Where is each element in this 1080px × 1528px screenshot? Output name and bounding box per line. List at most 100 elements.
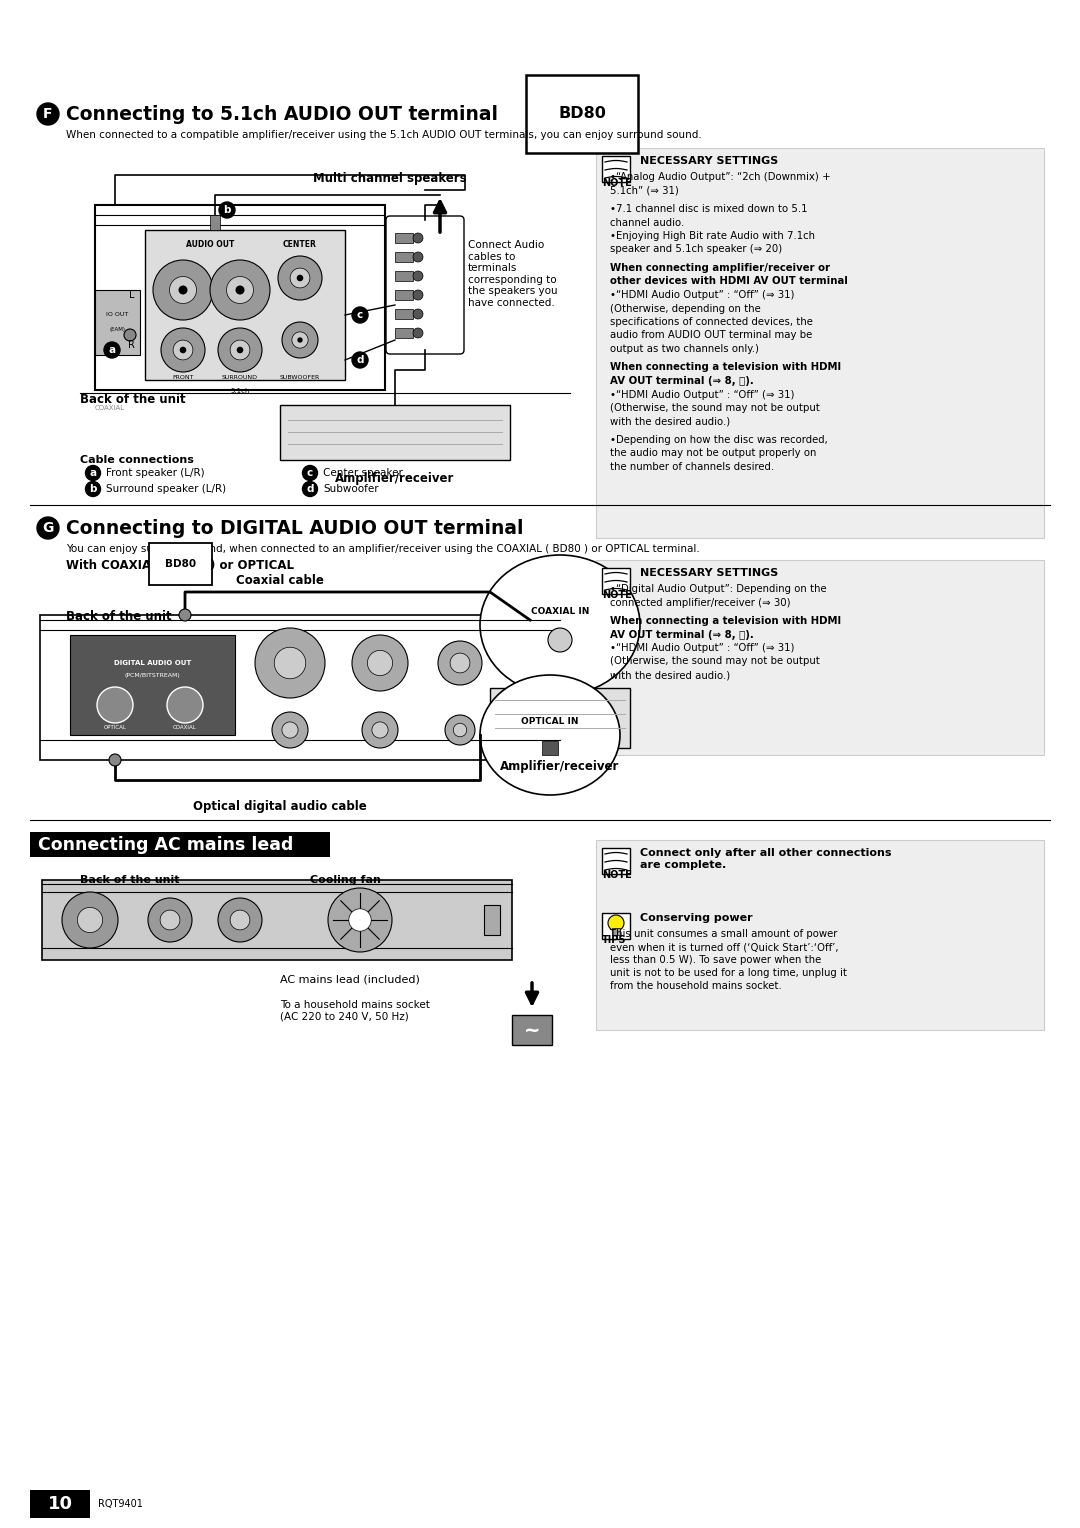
Text: G: G (42, 521, 54, 535)
Text: Amplifier/receiver: Amplifier/receiver (335, 472, 455, 484)
Circle shape (282, 322, 318, 358)
Circle shape (255, 628, 325, 698)
Text: AV OUT terminal (⇒ 8, Ⓐ).: AV OUT terminal (⇒ 8, Ⓐ). (610, 630, 754, 640)
Circle shape (230, 911, 249, 931)
Text: unit is not to be used for a long time, unplug it: unit is not to be used for a long time, … (610, 969, 847, 978)
Text: Conserving power: Conserving power (640, 914, 753, 923)
Text: ~: ~ (524, 1021, 540, 1039)
Text: AC mains lead (included): AC mains lead (included) (280, 975, 420, 986)
Text: COAXIAL: COAXIAL (173, 724, 197, 730)
Circle shape (413, 270, 423, 281)
Circle shape (167, 688, 203, 723)
Bar (395, 329, 413, 338)
Circle shape (148, 898, 192, 941)
Text: When connecting a television with HDMI: When connecting a television with HDMI (610, 362, 841, 373)
Bar (40, 614, 561, 759)
Text: NOTE: NOTE (602, 177, 632, 188)
Bar (395, 232, 413, 243)
Circle shape (227, 277, 254, 304)
Circle shape (352, 307, 368, 322)
Bar (395, 270, 413, 281)
Circle shape (37, 102, 59, 125)
Bar (210, 215, 220, 231)
Text: •“HDMI Audio Output” : “Off” (⇒ 31): •“HDMI Audio Output” : “Off” (⇒ 31) (610, 643, 795, 652)
Circle shape (218, 329, 262, 371)
Text: Connecting to DIGITAL AUDIO OUT terminal: Connecting to DIGITAL AUDIO OUT terminal (66, 518, 524, 538)
Bar (30, 833, 330, 857)
Text: with the desired audio.): with the desired audio.) (610, 417, 730, 426)
Circle shape (352, 351, 368, 368)
Circle shape (62, 892, 118, 947)
Text: COAXIAL IN: COAXIAL IN (530, 607, 590, 616)
Text: •7.1 channel disc is mixed down to 5.1: •7.1 channel disc is mixed down to 5.1 (610, 205, 808, 214)
Text: Connecting to 5.1ch AUDIO OUT terminal: Connecting to 5.1ch AUDIO OUT terminal (66, 104, 498, 124)
Bar (70, 636, 235, 735)
Text: This unit consumes a small amount of power: This unit consumes a small amount of pow… (610, 929, 837, 940)
Circle shape (179, 347, 187, 353)
Circle shape (161, 329, 205, 371)
Text: the audio may not be output properly on: the audio may not be output properly on (610, 449, 816, 458)
Circle shape (445, 715, 475, 746)
Circle shape (219, 202, 235, 219)
Bar (145, 231, 345, 380)
Circle shape (282, 721, 298, 738)
Text: Surround speaker (L/R): Surround speaker (L/R) (106, 484, 226, 494)
Circle shape (352, 636, 408, 691)
Text: NECESSARY SETTINGS: NECESSARY SETTINGS (640, 568, 779, 578)
Text: SURROUND: SURROUND (222, 374, 258, 380)
Circle shape (85, 466, 100, 480)
Circle shape (210, 260, 270, 319)
Circle shape (608, 915, 624, 931)
Text: CENTER: CENTER (283, 240, 316, 249)
Circle shape (328, 888, 392, 952)
Text: b: b (224, 205, 231, 215)
Text: AUDIO OUT: AUDIO OUT (186, 240, 234, 249)
Text: speaker and 5.1ch speaker (⇒ 20): speaker and 5.1ch speaker (⇒ 20) (610, 244, 782, 255)
FancyBboxPatch shape (602, 914, 630, 940)
FancyBboxPatch shape (95, 205, 384, 390)
Bar (612, 927, 620, 935)
Circle shape (548, 628, 572, 652)
Text: c: c (307, 468, 313, 478)
Circle shape (349, 909, 372, 931)
Circle shape (218, 898, 262, 941)
Circle shape (362, 712, 399, 749)
FancyBboxPatch shape (602, 156, 630, 182)
Text: (Otherwise, depending on the: (Otherwise, depending on the (610, 304, 760, 313)
Circle shape (413, 290, 423, 299)
Text: less than 0.5 W). To save power when the: less than 0.5 W). To save power when the (610, 955, 821, 966)
Circle shape (292, 332, 308, 348)
Text: •Enjoying High Bit rate Audio with 7.1ch: •Enjoying High Bit rate Audio with 7.1ch (610, 231, 815, 241)
Circle shape (160, 911, 180, 931)
Bar (542, 741, 558, 755)
Bar (95, 290, 140, 354)
Circle shape (454, 723, 467, 736)
Text: Front speaker (L/R): Front speaker (L/R) (106, 468, 204, 478)
Text: audio from AUDIO OUT terminal may be: audio from AUDIO OUT terminal may be (610, 330, 812, 341)
Bar (484, 905, 500, 935)
Text: Back of the unit: Back of the unit (66, 610, 172, 623)
Circle shape (230, 341, 249, 361)
Text: Connect only after all other connections
are complete.: Connect only after all other connections… (640, 848, 891, 869)
Text: Cooling fan: Cooling fan (310, 876, 381, 885)
Circle shape (153, 260, 213, 319)
Text: Coaxial cable: Coaxial cable (237, 575, 324, 587)
Text: OPTICAL IN: OPTICAL IN (522, 717, 579, 726)
Text: from the household mains socket.: from the household mains socket. (610, 981, 782, 992)
Text: F: F (43, 107, 53, 121)
Bar (596, 148, 1044, 538)
Circle shape (237, 347, 243, 353)
Text: a: a (108, 345, 116, 354)
Circle shape (173, 341, 193, 361)
Circle shape (413, 329, 423, 338)
Text: NOTE: NOTE (602, 869, 632, 880)
Text: Back of the unit: Back of the unit (80, 876, 179, 885)
Text: Center speaker: Center speaker (323, 468, 403, 478)
Text: OPTICAL: OPTICAL (104, 724, 126, 730)
Text: connected amplifier/receiver (⇒ 30): connected amplifier/receiver (⇒ 30) (610, 597, 791, 608)
Circle shape (124, 329, 136, 341)
Bar (395, 309, 413, 319)
Ellipse shape (480, 555, 640, 695)
Text: •Depending on how the disc was recorded,: •Depending on how the disc was recorded, (610, 435, 827, 445)
Circle shape (97, 688, 133, 723)
